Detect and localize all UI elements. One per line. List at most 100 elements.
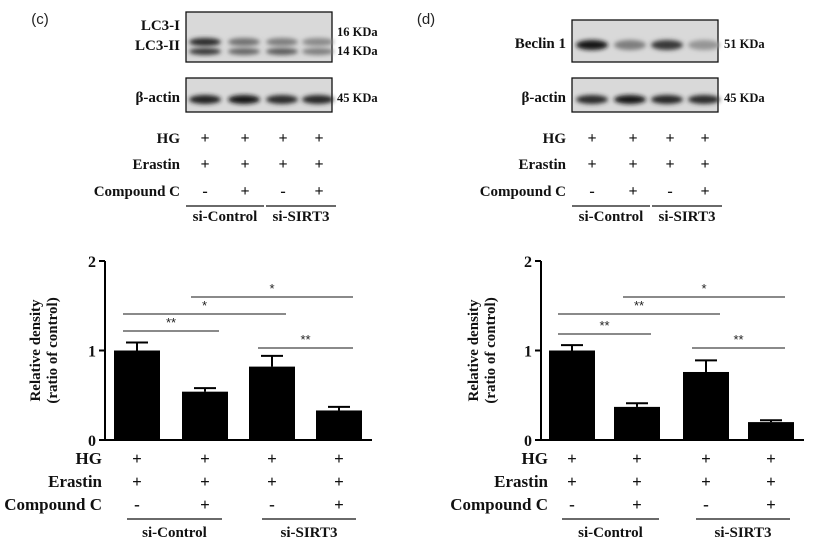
condition-mark: + [567,449,577,468]
condition-mark: + [700,183,709,200]
mw-label: 51 KDa [724,37,765,51]
condition-mark: + [200,130,209,147]
condition-mark: + [132,449,142,468]
blot-band [688,40,720,50]
protein-label: Beclin 1 [515,36,566,52]
condition-mark: - [569,495,575,514]
y-axis-label-line: (ratio of control) [483,297,499,403]
condition-mark: + [766,495,776,514]
blot-band [576,40,608,50]
bar [683,371,729,440]
significance-label: ** [634,298,644,313]
condition-label: Compound C [480,184,566,200]
condition-mark: - [589,183,594,200]
condition-mark: + [200,449,210,468]
condition-label: Compound C [4,495,102,514]
y-tick-label: 0 [88,433,96,450]
condition-mark: + [314,183,323,200]
condition-mark: + [200,495,210,514]
condition-mark: + [200,156,209,173]
condition-mark: + [628,130,637,147]
blot-band [266,48,298,55]
condition-mark: + [278,130,287,147]
condition-mark: + [766,472,776,491]
condition-mark: + [240,183,249,200]
significance-label: * [269,281,274,296]
panel-label: (c) [31,11,49,28]
bar [614,406,660,440]
significance-label: * [202,298,207,313]
condition-mark: - [134,495,140,514]
y-axis-label: Relative density(ratio of control) [466,297,499,403]
condition-mark: - [269,495,275,514]
mw-label: 14 KDa [337,44,378,58]
condition-mark: + [587,156,596,173]
group-label: si-SIRT3 [715,525,772,541]
blot-band [614,40,646,50]
blot-band [228,38,260,46]
blot-band [189,38,221,46]
y-axis-label-line: (ratio of control) [45,297,61,403]
y-axis-label: Relative density(ratio of control) [28,297,61,403]
mw-label: 45 KDa [337,91,378,105]
condition-label: Erastin [518,157,566,173]
condition-mark: + [700,130,709,147]
group-label: si-SIRT3 [659,209,716,225]
condition-mark: - [667,183,672,200]
significance-label: ** [733,332,743,347]
condition-mark: + [701,472,711,491]
y-tick-label: 2 [88,254,96,271]
condition-mark: + [766,449,776,468]
blot-band [614,95,646,104]
significance-label: ** [599,318,609,333]
blot-panel: (d) Beclin 1 51 KDa β-actin 45 KDa HG + + + + Eras… [417,11,766,225]
bar [249,366,295,440]
condition-label: HG [543,131,567,147]
condition-label: HG [76,449,102,468]
condition-mark: + [632,449,642,468]
condition-mark: - [280,183,285,200]
blot-band [189,95,221,104]
condition-label: HG [157,131,181,147]
group-label: si-SIRT3 [281,525,338,541]
bar [316,410,362,440]
protein-label: LC3-I [141,18,180,34]
group-label: si-Control [193,209,258,225]
condition-mark: + [314,156,323,173]
blot-band [228,48,260,55]
group-label: si-SIRT3 [273,209,330,225]
condition-mark: + [700,156,709,173]
blot-band [302,48,334,55]
condition-mark: + [628,156,637,173]
y-axis-label-line: Relative density [466,299,482,402]
group-label: si-Control [578,525,643,541]
mw-label: 45 KDa [724,91,765,105]
condition-mark: + [587,130,596,147]
condition-mark: + [200,472,210,491]
condition-mark: + [132,472,142,491]
blot-panel: (c) LC3-I LC3-II 16 KDa 14 KDa β-actin 45 KDa H… [31,11,378,225]
blot-band [651,40,683,50]
panel-label: (d) [417,11,435,28]
condition-label: Erastin [48,472,102,491]
mw-label: 16 KDa [337,25,378,39]
y-axis-label-line: Relative density [28,299,44,402]
condition-mark: + [240,156,249,173]
blot-band [266,38,298,46]
significance-label: ** [166,315,176,330]
blot-band [302,38,334,46]
condition-mark: + [314,130,323,147]
y-tick-label: 0 [524,433,532,450]
y-tick-label: 2 [524,254,532,271]
blot-band [189,48,221,55]
bar [182,391,228,440]
condition-mark: - [703,495,709,514]
bar [549,350,595,440]
protein-label: β-actin [521,90,566,106]
condition-mark: + [665,156,674,173]
blot-band [688,95,720,104]
group-label: si-Control [142,525,207,541]
